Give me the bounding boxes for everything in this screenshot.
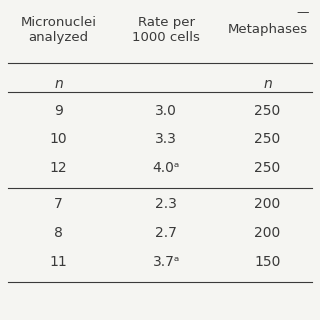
Text: 3.7ᵃ: 3.7ᵃ xyxy=(152,254,180,268)
Text: n: n xyxy=(263,77,272,91)
Text: 12: 12 xyxy=(50,161,67,175)
Text: 200: 200 xyxy=(254,226,281,240)
Text: —: — xyxy=(296,6,309,19)
Text: 9: 9 xyxy=(54,104,63,118)
Text: 4.0ᵃ: 4.0ᵃ xyxy=(152,161,180,175)
Text: 3.3: 3.3 xyxy=(155,132,177,146)
Text: Metaphases: Metaphases xyxy=(228,23,308,36)
Text: Rate per
1000 cells: Rate per 1000 cells xyxy=(132,16,200,44)
Text: 150: 150 xyxy=(254,254,281,268)
Text: 250: 250 xyxy=(254,132,281,146)
Text: 10: 10 xyxy=(50,132,67,146)
Text: 8: 8 xyxy=(54,226,63,240)
Text: 250: 250 xyxy=(254,161,281,175)
Text: 3.0: 3.0 xyxy=(155,104,177,118)
Text: 2.7: 2.7 xyxy=(155,226,177,240)
Text: Micronuclei
analyzed: Micronuclei analyzed xyxy=(20,16,96,44)
Text: 250: 250 xyxy=(254,104,281,118)
Text: 7: 7 xyxy=(54,197,63,212)
Text: n: n xyxy=(54,77,63,91)
Text: 2.3: 2.3 xyxy=(155,197,177,212)
Text: 200: 200 xyxy=(254,197,281,212)
Text: 11: 11 xyxy=(50,254,67,268)
